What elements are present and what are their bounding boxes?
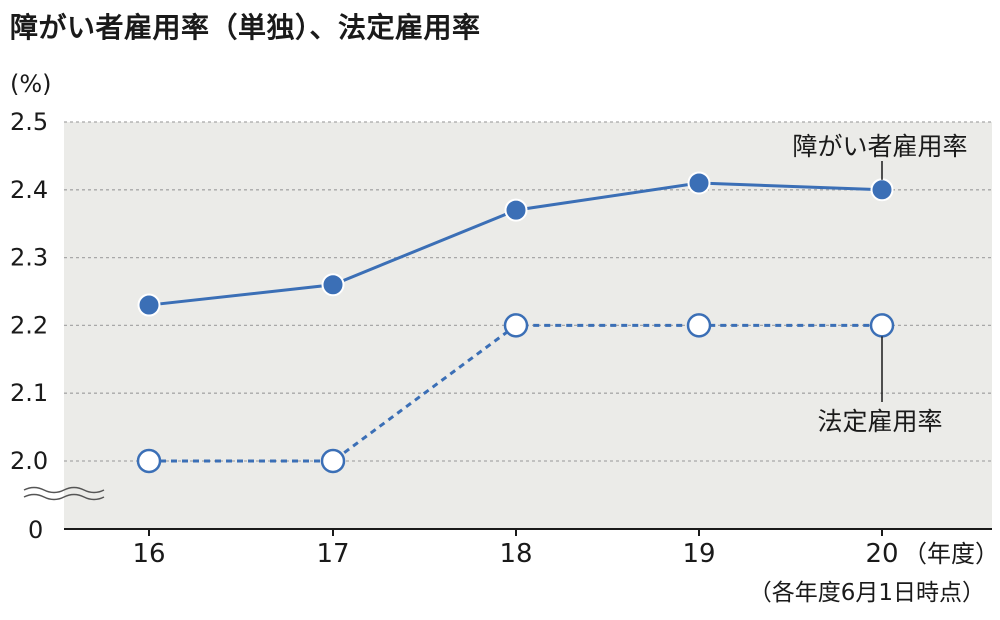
x-tick-label: 17 bbox=[316, 539, 349, 569]
y-tick-label: 2.3 bbox=[10, 244, 48, 272]
axis-break-symbol bbox=[23, 486, 105, 501]
x-tick-label: 18 bbox=[499, 539, 532, 569]
data-point-filled bbox=[870, 178, 894, 202]
data-point-open bbox=[869, 313, 895, 338]
data-point-filled bbox=[504, 198, 528, 222]
data-point-filled bbox=[137, 293, 161, 317]
y-zero-label: 0 bbox=[28, 516, 43, 544]
x-axis-unit-label: （年度） bbox=[903, 540, 999, 568]
y-tick-label: 2.4 bbox=[10, 176, 48, 204]
data-point-open bbox=[320, 448, 346, 474]
data-point-filled bbox=[687, 171, 711, 195]
data-point-open bbox=[503, 313, 529, 338]
y-tick-label: 2.5 bbox=[10, 108, 48, 136]
data-point-open bbox=[136, 448, 162, 474]
date-note: （各年度6月1日時点） bbox=[749, 580, 985, 606]
y-axis-unit-label: (%) bbox=[10, 70, 52, 98]
series-label: 法定雇用率 bbox=[817, 407, 942, 436]
axis-break-line bbox=[23, 493, 105, 501]
series-label: 障がい者雇用率 bbox=[792, 132, 967, 161]
y-tick-label: 2.1 bbox=[10, 379, 48, 407]
x-tick-label: 16 bbox=[132, 539, 165, 569]
y-tick-label: 2.2 bbox=[10, 311, 48, 339]
chart-title: 障がい者雇用率（単独）、法定雇用率 bbox=[10, 11, 481, 44]
axis-break-line bbox=[23, 486, 105, 494]
data-point-filled bbox=[321, 273, 345, 297]
data-point-open bbox=[686, 313, 712, 338]
y-tick-label: 2.0 bbox=[10, 447, 48, 475]
x-tick-label: 19 bbox=[682, 539, 715, 569]
x-tick-label: 20 bbox=[865, 539, 898, 569]
